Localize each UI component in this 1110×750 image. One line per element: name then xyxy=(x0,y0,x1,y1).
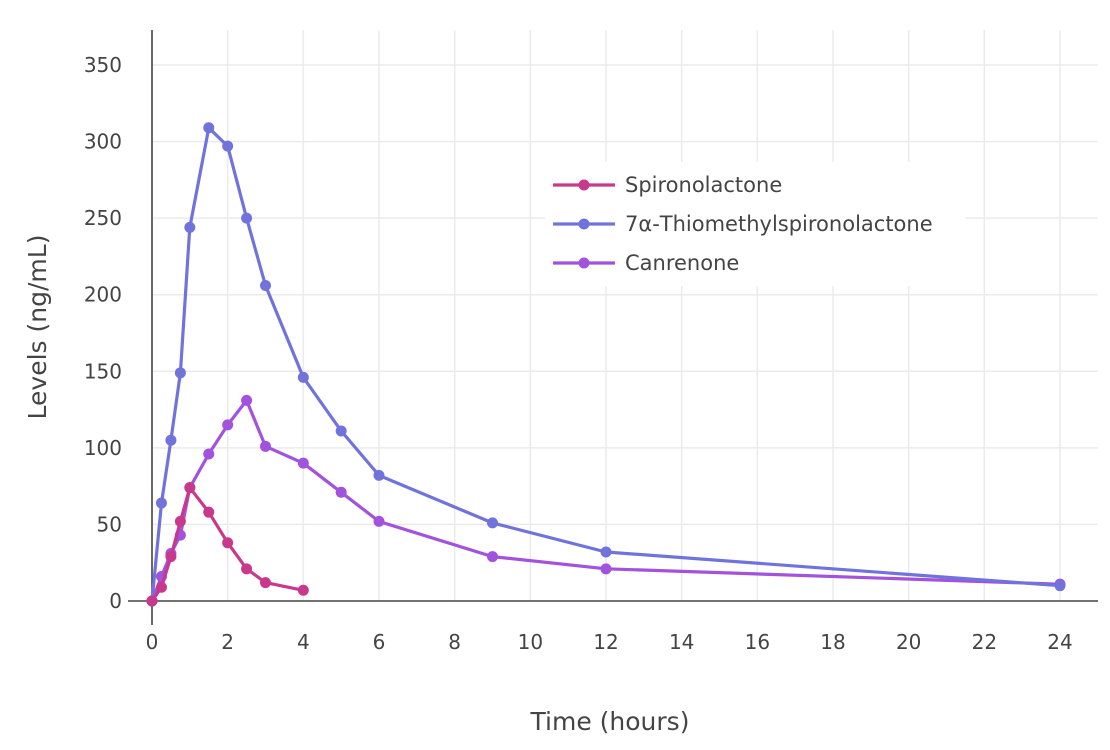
legend-marker xyxy=(578,179,590,191)
y-tick-label: 50 xyxy=(97,512,122,536)
data-point xyxy=(174,515,186,527)
legend: Spironolactone 7α-Thiomethylspironolacton… xyxy=(545,162,965,286)
legend-label: 7α-Thiomethylspironolactone xyxy=(625,212,933,236)
data-point xyxy=(335,425,347,437)
series-0 xyxy=(146,482,309,607)
y-tick-label: 200 xyxy=(84,283,122,307)
data-point xyxy=(260,440,271,452)
data-point xyxy=(373,469,385,481)
legend-item: 7α-Thiomethylspironolactone xyxy=(553,212,933,236)
data-point xyxy=(373,515,385,527)
x-tick-label: 14 xyxy=(669,630,694,654)
x-tick-label: 16 xyxy=(745,630,770,654)
series-1 xyxy=(146,122,1066,607)
series-line xyxy=(150,486,304,602)
data-point xyxy=(600,546,612,558)
y-tick-label: 150 xyxy=(84,359,122,383)
y-tick-label: 100 xyxy=(84,436,122,460)
data-point xyxy=(260,577,271,589)
legend-label: Spironolactone xyxy=(625,173,782,197)
x-tick-label: 10 xyxy=(518,630,543,654)
data-point xyxy=(241,212,253,224)
data-point xyxy=(222,537,234,549)
grid xyxy=(152,30,1098,601)
y-axis-title: Levels (ng/mL) xyxy=(23,235,52,420)
data-point xyxy=(297,457,309,469)
x-axis-title: Time (hours) xyxy=(530,707,690,736)
x-tick-labels: 0 2 4 6 8 10 12 14 16 18 20 22 24 xyxy=(146,630,1073,654)
x-tick-label: 4 xyxy=(297,630,310,654)
y-tick-label: 350 xyxy=(84,53,122,77)
data-point xyxy=(146,595,158,607)
legend-label: Canrenone xyxy=(625,251,739,275)
data-point xyxy=(222,140,234,152)
data-point xyxy=(155,581,167,593)
legend-item: Canrenone xyxy=(553,251,739,275)
x-tick-label: 22 xyxy=(972,630,997,654)
data-point xyxy=(260,280,271,292)
data-point xyxy=(487,551,498,563)
data-point xyxy=(222,419,234,431)
data-point xyxy=(241,394,253,406)
x-tick-label: 8 xyxy=(448,630,461,654)
x-tick-label: 20 xyxy=(896,630,921,654)
data-point xyxy=(241,563,253,575)
data-point xyxy=(203,122,215,134)
data-point xyxy=(155,497,167,509)
data-point xyxy=(203,448,215,460)
x-tick-label: 6 xyxy=(373,630,386,654)
x-tick-label: 24 xyxy=(1047,630,1072,654)
x-tick-label: 12 xyxy=(593,630,618,654)
data-point xyxy=(184,221,196,233)
data-point xyxy=(487,517,498,529)
x-tick-label: 2 xyxy=(221,630,234,654)
data-point xyxy=(335,486,347,498)
legend-marker xyxy=(578,257,590,269)
y-tick-label: 250 xyxy=(84,206,122,230)
data-point xyxy=(165,551,177,563)
data-point xyxy=(174,367,186,379)
legend-marker xyxy=(578,218,590,230)
y-tick-label: 0 xyxy=(109,589,122,613)
data-point xyxy=(184,482,196,494)
data-point xyxy=(1054,580,1066,592)
data-point xyxy=(203,506,215,518)
x-tick-label: 0 xyxy=(146,630,159,654)
axes xyxy=(128,30,1098,625)
legend-item: Spironolactone xyxy=(553,173,782,197)
y-tick-labels: 0 50 100 150 200 250 300 350 xyxy=(84,53,122,613)
y-tick-label: 300 xyxy=(84,130,122,154)
data-point xyxy=(297,371,309,383)
data-point xyxy=(600,563,612,575)
data-point xyxy=(297,584,309,596)
x-tick-label: 18 xyxy=(820,630,845,654)
series-layer xyxy=(146,122,1066,607)
data-point xyxy=(165,434,177,446)
